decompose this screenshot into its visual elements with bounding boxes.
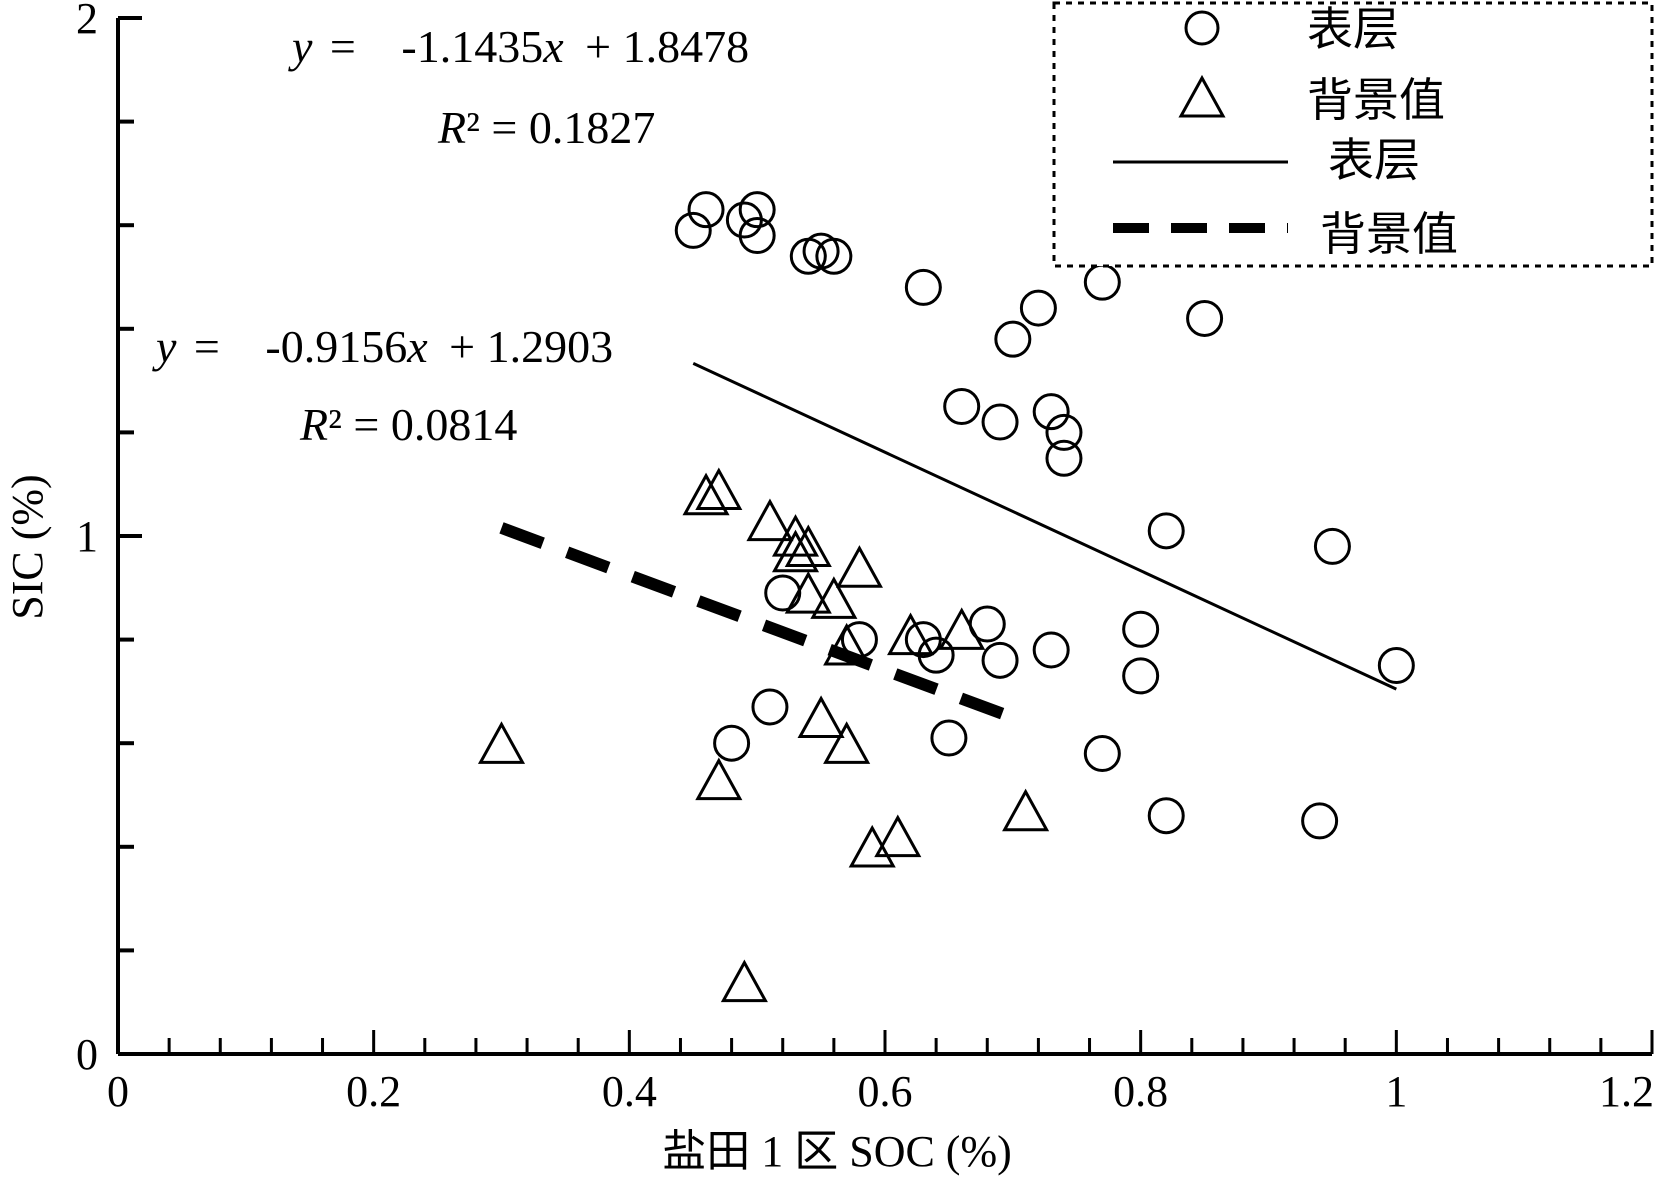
legend-label-surface-fit: 表层 bbox=[1328, 135, 1420, 186]
background-point bbox=[810, 576, 858, 619]
background-point bbox=[720, 959, 768, 1003]
surface-point bbox=[687, 191, 725, 229]
y-tick-label: 1 bbox=[76, 512, 98, 561]
fit-lines bbox=[499, 362, 1397, 724]
surface-point bbox=[1045, 413, 1083, 451]
surface-point bbox=[1122, 610, 1160, 648]
background-fit-line bbox=[499, 522, 1015, 724]
surface-point bbox=[1186, 299, 1224, 337]
surface-fit-line bbox=[692, 362, 1397, 691]
background-equation: y = -0.9156x + 1.2903 R² = 0.0814 bbox=[152, 321, 613, 450]
surface-point bbox=[981, 403, 1019, 441]
surface-point bbox=[815, 237, 853, 275]
x-tick-label: 0.4 bbox=[602, 1067, 657, 1116]
y-axis-ticks: 0 1 2 bbox=[76, 0, 142, 1079]
background-equation-text: y = -0.9156x + 1.2903 bbox=[152, 321, 613, 372]
x-tick-label: 0.2 bbox=[346, 1067, 401, 1116]
surface-point bbox=[1313, 527, 1351, 565]
x-tick-label: 0.6 bbox=[858, 1067, 913, 1116]
surface-point bbox=[1377, 647, 1415, 684]
surface-point bbox=[1032, 393, 1070, 431]
legend-frame bbox=[1052, 1, 1654, 268]
x-axis-ticks: 0 0.2 0.4 0.6 0.8 1 1.2 bbox=[107, 1030, 1654, 1116]
surface-point bbox=[930, 719, 968, 757]
surface-point bbox=[1147, 797, 1185, 835]
surface-point bbox=[738, 191, 776, 229]
surface-point bbox=[1083, 735, 1121, 773]
background-point bbox=[682, 472, 730, 516]
legend-label-surface-points: 表层 bbox=[1307, 4, 1399, 55]
x-tick-label: 1.2 bbox=[1599, 1067, 1654, 1116]
legend-label-background-fit: 背景值 bbox=[1320, 209, 1458, 260]
surface-point bbox=[713, 724, 751, 762]
surface-point bbox=[943, 388, 981, 425]
axes: 0 1 2 0 0.2 0.4 0.6 0.8 1 1.2 bbox=[76, 0, 1654, 1116]
x-tick-label: 1 bbox=[1385, 1067, 1407, 1116]
background-point bbox=[874, 814, 922, 858]
surface-point bbox=[1122, 657, 1160, 695]
surface-point bbox=[738, 217, 776, 255]
background-r2-text: R² = 0.0814 bbox=[299, 399, 517, 450]
surface-point bbox=[1019, 289, 1057, 327]
surface-equation: y = -1.1435x + 1.8478 R² = 0.1827 bbox=[288, 21, 749, 153]
surface-point bbox=[1147, 512, 1185, 550]
y-tick-label: 2 bbox=[76, 0, 98, 43]
background-point bbox=[887, 612, 935, 656]
surface-point bbox=[674, 211, 712, 249]
y-axis-title: SIC (%) bbox=[3, 474, 52, 619]
background-point bbox=[477, 721, 526, 764]
background-point bbox=[1002, 788, 1050, 832]
background-point bbox=[784, 571, 832, 614]
background-point bbox=[784, 524, 832, 568]
x-axis-title: 盐田 1 区 SOC (%) bbox=[662, 1127, 1012, 1176]
surface-point bbox=[1032, 631, 1070, 669]
x-tick-label: 0 bbox=[107, 1067, 129, 1116]
surface-point bbox=[994, 320, 1032, 358]
surface-point bbox=[764, 574, 802, 612]
background-point bbox=[695, 757, 743, 801]
background-point bbox=[797, 695, 845, 738]
surface-r2-text: R² = 0.1827 bbox=[437, 102, 655, 153]
legend-label-background-points: 背景值 bbox=[1307, 75, 1445, 126]
x-tick-label: 0.8 bbox=[1113, 1067, 1168, 1116]
surface-point bbox=[751, 688, 789, 726]
background-point bbox=[695, 467, 743, 511]
surface-point bbox=[1301, 802, 1339, 840]
surface-point bbox=[1045, 439, 1083, 477]
background-point bbox=[771, 529, 820, 573]
surface-point bbox=[904, 268, 942, 306]
surface-equation-text: y = -1.1435x + 1.8478 bbox=[288, 21, 749, 72]
background-point bbox=[771, 514, 820, 557]
background-point bbox=[848, 824, 896, 868]
background-point bbox=[835, 545, 883, 588]
legend-circle-symbol bbox=[1184, 10, 1220, 46]
background-point bbox=[938, 607, 986, 650]
background-point bbox=[746, 498, 794, 542]
background-point bbox=[823, 622, 871, 666]
y-tick-label: 0 bbox=[76, 1030, 98, 1079]
data-markers bbox=[477, 191, 1415, 1003]
legend: 表层 背景值 表层 背景值 bbox=[1052, 1, 1654, 268]
background-point bbox=[823, 721, 871, 764]
surface-point bbox=[981, 641, 1019, 679]
legend-triangle-symbol bbox=[1178, 74, 1226, 118]
surface-point bbox=[1083, 263, 1121, 301]
surface-point bbox=[917, 636, 955, 674]
surface-point bbox=[840, 621, 878, 659]
